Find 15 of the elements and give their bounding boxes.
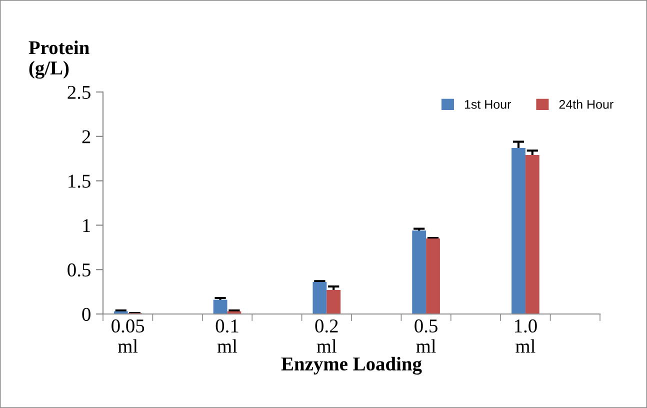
x-axis-title: Enzyme Loading <box>281 356 422 375</box>
x-tick-label: 0.1 ml <box>216 319 238 353</box>
y-tick-label: 1 <box>83 219 90 232</box>
y-tick-label: 0 <box>82 308 90 321</box>
y-tick-label: 2.5 <box>68 86 90 100</box>
x-tick-label: 0.05 ml <box>112 319 144 353</box>
y-tick-label: 1.5 <box>68 174 90 188</box>
legend-label: 24th Hour <box>559 100 614 109</box>
x-tick-label: 0.5 ml <box>414 319 438 353</box>
y-tick-label: 0.5 <box>68 263 90 277</box>
y-tick-label: 2 <box>82 130 90 144</box>
x-tick-label: 0.2 ml <box>315 319 338 353</box>
legend-label: 1st Hour <box>464 100 512 109</box>
y-axis-title: Protein (g/L) <box>28 40 90 79</box>
x-tick-label: 1.0 ml <box>515 319 537 353</box>
